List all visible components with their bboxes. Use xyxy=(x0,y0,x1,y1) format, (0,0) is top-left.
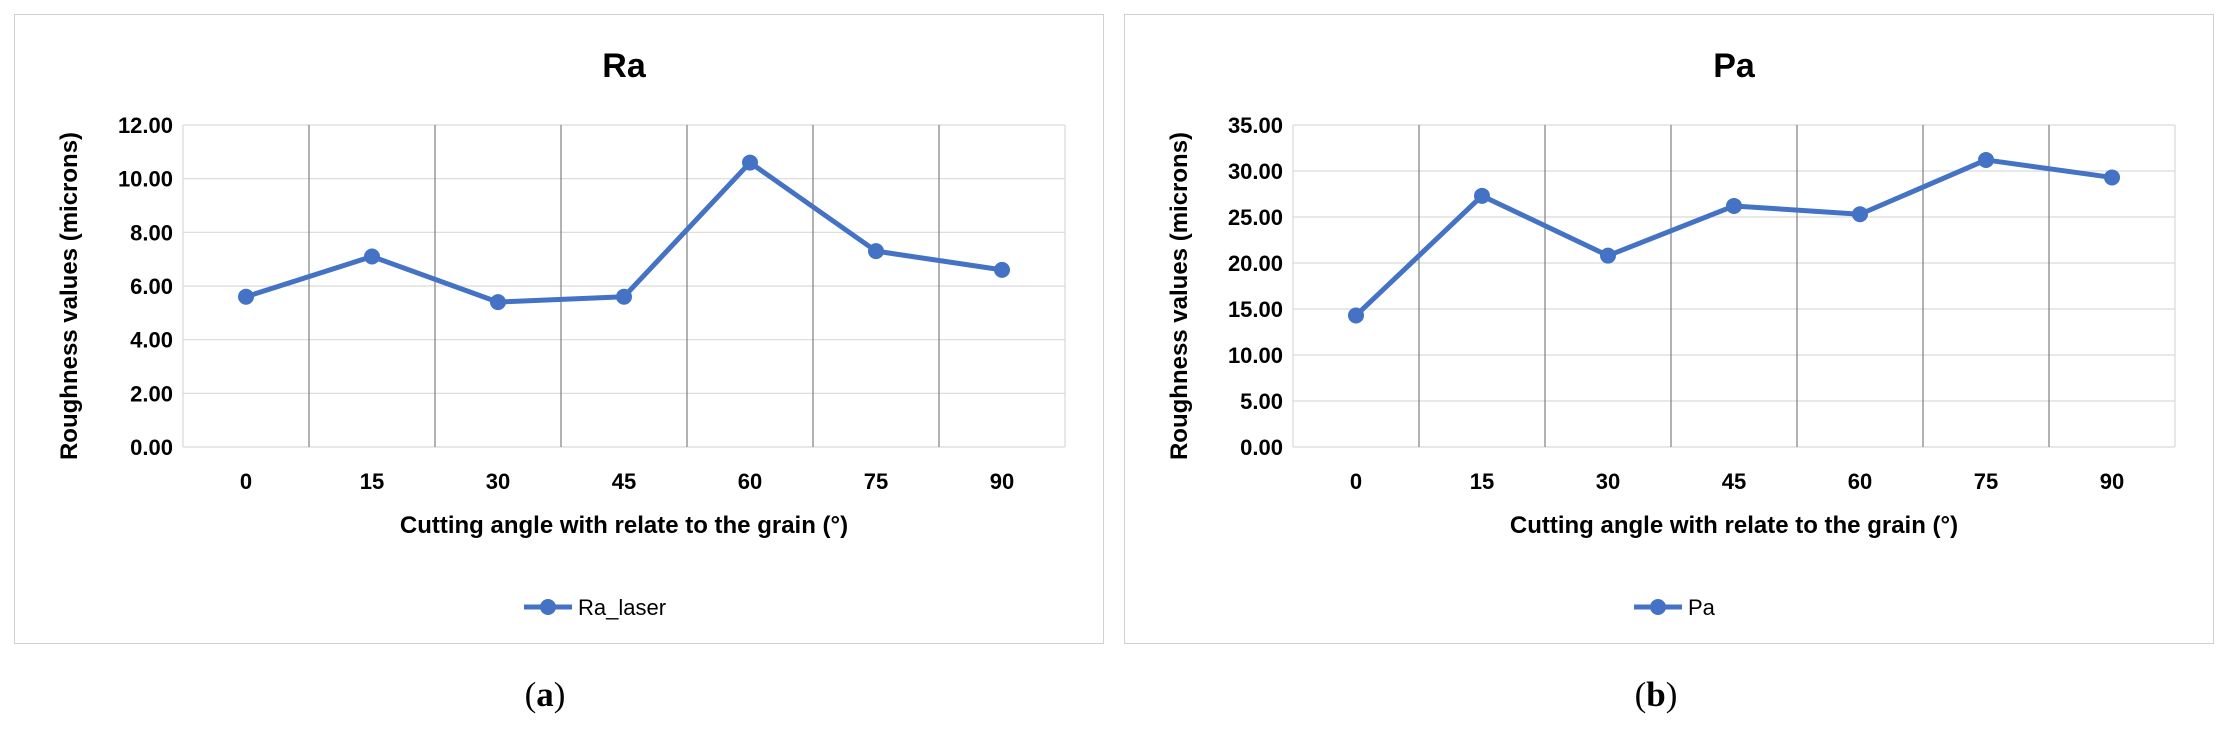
ra-legend-label: Ra_laser xyxy=(578,595,666,620)
pa-x-tick-label: 90 xyxy=(2100,469,2124,494)
pa-data-point xyxy=(1474,187,1490,204)
pa-data-point xyxy=(1600,247,1616,264)
ra-data-point xyxy=(742,154,758,171)
pa-data-point xyxy=(1726,197,1742,214)
ra-x-tick-label: 45 xyxy=(612,469,636,494)
chart-panel-ra: Ra 0.00 2.00 4.00 6.00 8.00 10.00 12.00 0 15 30 45 6… xyxy=(14,14,1104,644)
ra-x-tick-label: 0 xyxy=(240,469,252,494)
ra-y-tick-label: 0.00 xyxy=(130,435,173,460)
pa-y-tick-label: 35.00 xyxy=(1228,113,1283,138)
ra-data-point xyxy=(616,288,632,305)
ra-data-point xyxy=(238,288,254,305)
pa-y-tick-label: 20.00 xyxy=(1228,251,1283,276)
caption-a: (a) xyxy=(524,675,566,714)
pa-x-tick-label: 60 xyxy=(1848,469,1872,494)
ra-x-tick-label: 15 xyxy=(360,469,384,494)
caption-a-letter: a xyxy=(536,675,554,714)
pa-data-point xyxy=(1978,151,1994,168)
pa-x-tick-label: 15 xyxy=(1470,469,1494,494)
pa-x-tick-label: 45 xyxy=(1722,469,1746,494)
pa-y-tick-label: 5.00 xyxy=(1240,389,1283,414)
pa-x-tick-label: 0 xyxy=(1350,469,1362,494)
ra-y-tick-label: 12.00 xyxy=(118,113,173,138)
ra-data-point xyxy=(994,261,1010,278)
pa-x-tick-label: 30 xyxy=(1596,469,1620,494)
ra-x-tick-label: 75 xyxy=(864,469,888,494)
caption-b-letter: b xyxy=(1646,675,1666,714)
ra-y-tick-label: 6.00 xyxy=(130,274,173,299)
pa-y-tick-label: 10.00 xyxy=(1228,343,1283,368)
pa-y-tick-label: 0.00 xyxy=(1240,435,1283,460)
pa-legend-label: Pa xyxy=(1688,595,1716,620)
ra-y-tick-label: 8.00 xyxy=(130,220,173,245)
chart-ra: Ra 0.00 2.00 4.00 6.00 8.00 10.00 12.00 0 15 30 45 6… xyxy=(56,47,1066,620)
pa-data-point xyxy=(1852,206,1868,223)
ra-chart-title: Ra xyxy=(602,47,647,85)
pa-x-axis-title: Cutting angle with relate to the grain (… xyxy=(1510,512,1958,539)
caption-b: (b) xyxy=(1634,675,1678,714)
pa-y-tick-label: 30.00 xyxy=(1228,159,1283,184)
pa-legend-marker xyxy=(1650,599,1666,615)
pa-chart-title: Pa xyxy=(1713,47,1756,85)
pa-y-tick-label: 25.00 xyxy=(1228,205,1283,230)
ra-x-tick-label: 60 xyxy=(738,469,762,494)
pa-data-point xyxy=(2104,169,2120,186)
ra-data-point xyxy=(868,243,884,260)
ra-y-axis-title: Roughness values (microns) xyxy=(56,132,83,460)
ra-x-axis-title: Cutting angle with relate to the grain (… xyxy=(400,512,848,539)
ra-data-point xyxy=(364,248,380,265)
pa-x-tick-label: 75 xyxy=(1974,469,1998,494)
pa-y-axis-title: Roughness values (microns) xyxy=(1166,132,1193,460)
ra-data-point xyxy=(490,294,506,311)
pa-y-tick-label: 15.00 xyxy=(1228,297,1283,322)
chart-panel-pa: Pa 0.00 5.00 10.00 15.00 20.00 25.00 30.00 35.00… xyxy=(1124,14,2214,644)
ra-x-tick-label: 90 xyxy=(990,469,1014,494)
ra-y-tick-label: 4.00 xyxy=(130,328,173,353)
ra-x-tick-label: 30 xyxy=(486,469,510,494)
pa-series-line xyxy=(1354,157,2113,318)
chart-pa: Pa 0.00 5.00 10.00 15.00 20.00 25.00 30.00 35.00… xyxy=(1166,47,2176,620)
ra-y-tick-label: 10.00 xyxy=(118,167,173,192)
ra-legend-marker xyxy=(540,599,556,615)
ra-y-tick-label: 2.00 xyxy=(130,381,173,406)
pa-data-point xyxy=(1348,307,1364,324)
